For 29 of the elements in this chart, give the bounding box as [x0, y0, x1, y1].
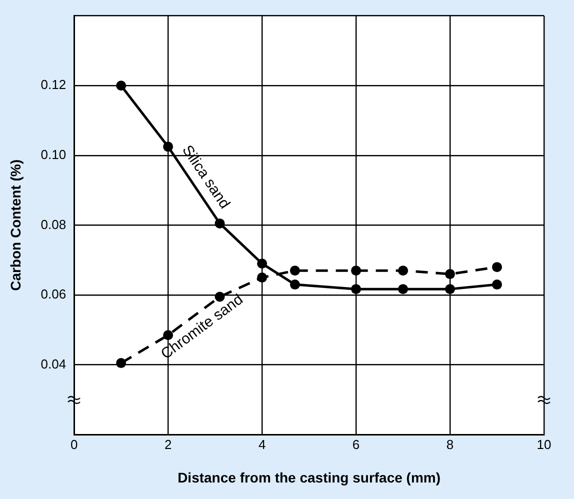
point [398, 284, 408, 294]
x-axis-title: Distance from the casting surface (mm) [178, 469, 441, 486]
point [445, 269, 456, 280]
y-tick-label: 0.08 [40, 216, 66, 232]
y-tick-label: 0.04 [40, 356, 66, 372]
y-axis-title: Carbon Content (%) [7, 159, 24, 291]
point [214, 218, 225, 228]
point [257, 272, 268, 283]
point [492, 262, 502, 272]
point [398, 266, 408, 276]
x-tick-label: 10 [536, 436, 552, 452]
point [257, 258, 268, 269]
point [163, 142, 174, 152]
point [116, 358, 126, 368]
point [492, 280, 502, 290]
x-tick-label: 6 [352, 436, 360, 452]
x-tick-label: 8 [446, 436, 454, 452]
y-tick-label: 0.10 [40, 146, 66, 162]
x-tick-label: 2 [164, 436, 172, 452]
x-tick-label: 0 [70, 436, 78, 452]
y-tick-label: 0.12 [40, 77, 66, 92]
point [351, 284, 362, 294]
point [290, 280, 300, 290]
point [351, 266, 362, 276]
point [445, 284, 456, 294]
point [290, 266, 300, 276]
x-tick-label: 4 [258, 436, 266, 452]
point [116, 80, 126, 91]
y-tick-label: 0.06 [40, 286, 66, 302]
